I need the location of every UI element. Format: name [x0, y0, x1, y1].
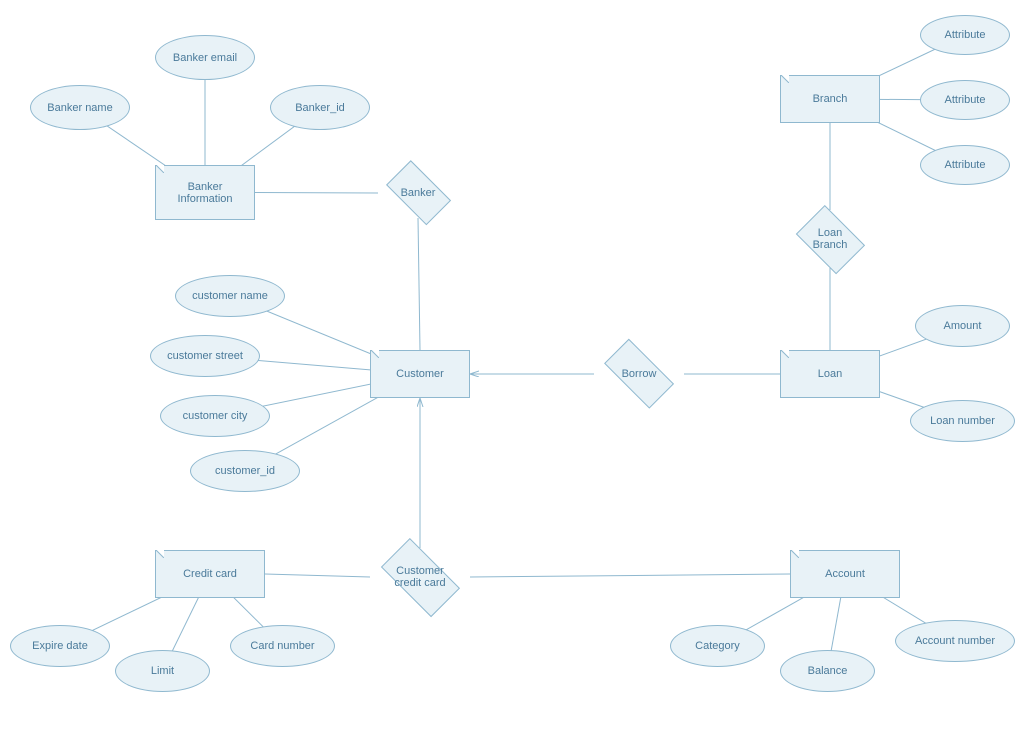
attribute-label: Limit [151, 665, 174, 677]
attribute-banker_email: Banker email [155, 35, 255, 80]
attribute-cust_street: customer street [150, 335, 260, 377]
attribute-label: Attribute [945, 94, 986, 106]
entity-label: Banker Information [177, 181, 232, 205]
attribute-label: Balance [808, 665, 848, 677]
entity-credit_card: Credit card [155, 550, 265, 598]
entity-label: Branch [813, 93, 848, 105]
attribute-acc_category: Category [670, 625, 765, 667]
attribute-label: customer street [167, 350, 243, 362]
attribute-branch_attr1: Attribute [920, 15, 1010, 55]
attribute-label: customer_id [215, 465, 275, 477]
entity-label: Loan [818, 368, 842, 380]
attribute-label: Category [695, 640, 740, 652]
relationship-rel_cust_cc: Customer credit card [370, 548, 470, 606]
attribute-banker_id: Banker_id [270, 85, 370, 130]
attribute-cust_city: customer city [160, 395, 270, 437]
entity-account: Account [790, 550, 900, 598]
attribute-branch_attr2: Attribute [920, 80, 1010, 120]
relationship-label: Banker [401, 187, 436, 199]
attribute-banker_name: Banker name [30, 85, 130, 130]
entity-loan: Loan [780, 350, 880, 398]
attribute-label: Attribute [945, 29, 986, 41]
attribute-cc_limit: Limit [115, 650, 210, 692]
entity-label: Account [825, 568, 865, 580]
attribute-acc_balance: Balance [780, 650, 875, 692]
entity-banker_info: Banker Information [155, 165, 255, 220]
attribute-branch_attr3: Attribute [920, 145, 1010, 185]
relationship-label: Loan Branch [813, 227, 848, 251]
relationship-rel_banker: Banker [378, 168, 458, 218]
attribute-label: Card number [250, 640, 314, 652]
attribute-cust_name: customer name [175, 275, 285, 317]
attribute-label: Banker email [173, 52, 237, 64]
attribute-label: Expire date [32, 640, 88, 652]
attribute-loan_number: Loan number [910, 400, 1015, 442]
entity-label: Credit card [183, 568, 237, 580]
attribute-label: Banker name [47, 102, 112, 114]
entity-customer: Customer [370, 350, 470, 398]
entity-branch: Branch [780, 75, 880, 123]
relationship-rel_loan_branch: Loan Branch [790, 210, 870, 268]
attribute-loan_amount: Amount [915, 305, 1010, 347]
relationship-label: Customer credit card [394, 565, 445, 589]
attribute-label: Attribute [945, 159, 986, 171]
attribute-label: customer name [192, 290, 268, 302]
relationship-rel_borrow: Borrow [594, 349, 684, 399]
attribute-cc_expire: Expire date [10, 625, 110, 667]
attribute-acc_number: Account number [895, 620, 1015, 662]
attribute-label: customer city [183, 410, 248, 422]
attribute-label: Amount [944, 320, 982, 332]
attribute-cc_cardnum: Card number [230, 625, 335, 667]
relationship-label: Borrow [622, 368, 657, 380]
attribute-cust_id: customer_id [190, 450, 300, 492]
attribute-label: Account number [915, 635, 995, 647]
attribute-label: Banker_id [295, 102, 345, 114]
attribute-label: Loan number [930, 415, 995, 427]
entity-label: Customer [396, 368, 444, 380]
